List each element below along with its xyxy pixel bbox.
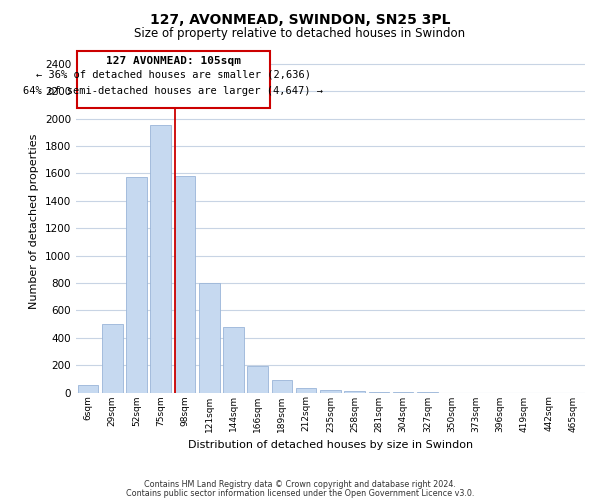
Text: 127, AVONMEAD, SWINDON, SN25 3PL: 127, AVONMEAD, SWINDON, SN25 3PL: [150, 12, 450, 26]
Text: Contains HM Land Registry data © Crown copyright and database right 2024.: Contains HM Land Registry data © Crown c…: [144, 480, 456, 489]
Text: ← 36% of detached houses are smaller (2,636): ← 36% of detached houses are smaller (2,…: [36, 70, 311, 80]
Bar: [223, 327, 244, 392]
Bar: [199, 283, 220, 393]
Text: 64% of semi-detached houses are larger (4,647) →: 64% of semi-detached houses are larger (…: [23, 86, 323, 96]
Y-axis label: Number of detached properties: Number of detached properties: [29, 134, 39, 309]
Bar: [320, 390, 341, 392]
Text: 127 AVONMEAD: 105sqm: 127 AVONMEAD: 105sqm: [106, 56, 241, 66]
Bar: [247, 366, 268, 392]
Bar: [102, 324, 122, 392]
Bar: [151, 126, 171, 392]
Bar: [272, 380, 292, 392]
FancyBboxPatch shape: [77, 52, 270, 108]
Text: Contains public sector information licensed under the Open Government Licence v3: Contains public sector information licen…: [126, 488, 474, 498]
Bar: [175, 176, 195, 392]
X-axis label: Distribution of detached houses by size in Swindon: Distribution of detached houses by size …: [188, 440, 473, 450]
Bar: [296, 388, 316, 392]
Text: Size of property relative to detached houses in Swindon: Size of property relative to detached ho…: [134, 28, 466, 40]
Bar: [126, 178, 147, 392]
Bar: [77, 385, 98, 392]
